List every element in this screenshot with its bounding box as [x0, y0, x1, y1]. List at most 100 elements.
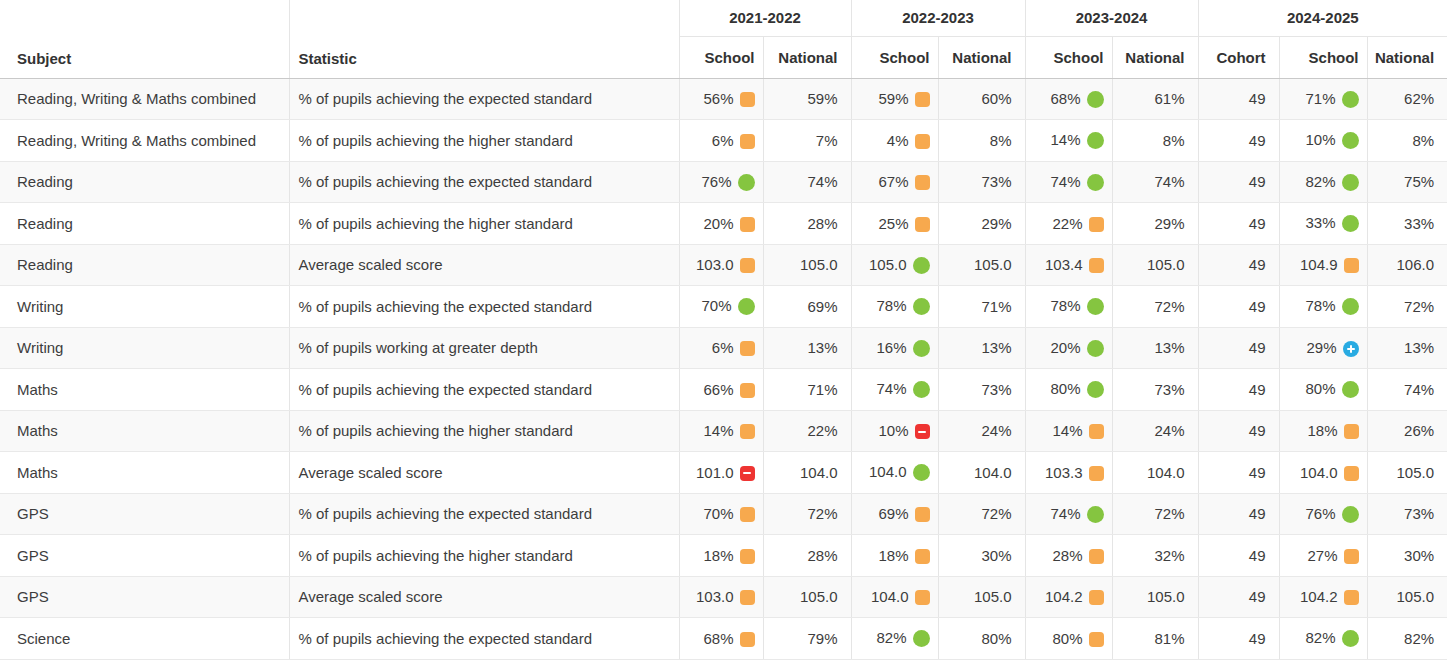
cell-value: 74% — [1155, 173, 1185, 190]
national-value-cell: 72% — [1367, 286, 1447, 328]
cohort-value-cell: 49 — [1198, 452, 1279, 494]
col-header-school-2023-2024: School — [1025, 36, 1112, 78]
cell-value: 73% — [982, 173, 1012, 190]
school-value-cell: 80% — [1025, 369, 1112, 411]
orange-square-icon — [1089, 424, 1104, 439]
national-value-cell: 24% — [938, 410, 1025, 452]
cell-value: 80% — [982, 630, 1012, 647]
col-header-cohort-2024-2025: Cohort — [1198, 36, 1279, 78]
cell-value: 32% — [1155, 547, 1185, 564]
orange-square-icon — [1344, 549, 1359, 564]
col-header-school-2024-2025: School — [1279, 36, 1367, 78]
national-value-cell: 33% — [1367, 203, 1447, 245]
cell-value: 49 — [1249, 298, 1266, 315]
school-value-cell: 104.0 — [851, 576, 938, 618]
school-value-cell: 78% — [851, 286, 938, 328]
school-value-cell: 80% — [1025, 618, 1112, 660]
cell-value: 49 — [1249, 464, 1266, 481]
green-circle-icon — [1342, 298, 1359, 315]
school-value-cell: 18% — [851, 535, 938, 577]
cell-value: 30% — [982, 547, 1012, 564]
national-value-cell: 60% — [938, 78, 1025, 120]
col-header-national-2021-2022: National — [763, 36, 851, 78]
subject-cell: Maths — [0, 452, 289, 494]
subject-cell: Reading — [0, 161, 289, 203]
school-value-cell: 59% — [851, 78, 938, 120]
subject-cell: GPS — [0, 535, 289, 577]
col-header-national-2022-2023: National — [938, 36, 1025, 78]
orange-square-icon — [740, 424, 755, 439]
table-row: Maths% of pupils achieving the higher st… — [0, 410, 1447, 452]
cell-value: 105.0 — [974, 256, 1012, 273]
cell-value: 49 — [1249, 381, 1266, 398]
subject-cell: Maths — [0, 410, 289, 452]
table-row: Writing% of pupils achieving the expecte… — [0, 286, 1447, 328]
cell-value: 81% — [1155, 630, 1185, 647]
orange-square-icon — [740, 92, 755, 107]
cell-value: 26% — [1404, 422, 1434, 439]
cell-value: 49 — [1249, 547, 1266, 564]
school-value-cell: 103.0 — [679, 244, 763, 286]
table-row: GPS% of pupils achieving the expected st… — [0, 493, 1447, 535]
national-value-cell: 13% — [938, 327, 1025, 369]
green-circle-icon — [913, 464, 930, 481]
statistic-cell: % of pupils working at greater depth — [289, 327, 679, 369]
school-value-cell: 56% — [679, 78, 763, 120]
national-value-cell: 28% — [763, 203, 851, 245]
green-circle-icon — [913, 298, 930, 315]
cell-value: 69% — [807, 298, 837, 315]
national-value-cell: 82% — [1367, 618, 1447, 660]
performance-table: Subject Statistic 2021-2022 2022-2023 20… — [0, 0, 1447, 660]
national-value-cell: 105.0 — [1112, 244, 1198, 286]
national-value-cell: 106.0 — [1367, 244, 1447, 286]
cell-value: 13% — [1404, 339, 1434, 356]
col-header-national-2024-2025: National — [1367, 36, 1447, 78]
cohort-value-cell: 49 — [1198, 203, 1279, 245]
school-value-cell: 82% — [1279, 618, 1367, 660]
cell-value: 69% — [878, 505, 908, 522]
cell-value: 29% — [982, 215, 1012, 232]
col-header-school-2022-2023: School — [851, 36, 938, 78]
orange-square-icon — [740, 258, 755, 273]
national-value-cell: 71% — [938, 286, 1025, 328]
table-row: MathsAverage scaled score101.0104.0104.0… — [0, 452, 1447, 494]
cell-value: 16% — [876, 339, 906, 356]
cell-value: 8% — [1163, 132, 1185, 149]
green-circle-icon — [913, 630, 930, 647]
cell-value: 72% — [1155, 298, 1185, 315]
school-value-cell: 18% — [679, 535, 763, 577]
cell-value: 73% — [1404, 505, 1434, 522]
national-value-cell: 105.0 — [763, 244, 851, 286]
national-value-cell: 62% — [1367, 78, 1447, 120]
cohort-value-cell: 49 — [1198, 244, 1279, 286]
national-value-cell: 105.0 — [1367, 576, 1447, 618]
cell-value: 71% — [1306, 90, 1336, 107]
school-value-cell: 68% — [679, 618, 763, 660]
statistic-cell: % of pupils achieving the expected stand… — [289, 369, 679, 411]
cell-value: 74% — [1051, 505, 1081, 522]
orange-square-icon — [740, 632, 755, 647]
national-value-cell: 69% — [763, 286, 851, 328]
school-value-cell: 76% — [1279, 493, 1367, 535]
cohort-value-cell: 49 — [1198, 286, 1279, 328]
national-value-cell: 71% — [763, 369, 851, 411]
national-value-cell: 8% — [938, 120, 1025, 162]
school-value-cell: 18% — [1279, 410, 1367, 452]
school-value-cell: 70% — [679, 286, 763, 328]
subject-cell: Reading — [0, 244, 289, 286]
national-value-cell: 105.0 — [1112, 576, 1198, 618]
subject-cell: GPS — [0, 576, 289, 618]
year-header-2023-2024: 2023-2024 — [1025, 0, 1198, 36]
green-circle-icon — [1342, 132, 1359, 149]
green-circle-icon — [1342, 174, 1359, 191]
cell-value: 78% — [876, 297, 906, 314]
statistic-cell: % of pupils achieving the higher standar… — [289, 410, 679, 452]
cell-value: 104.0 — [869, 463, 907, 480]
cell-value: 104.2 — [1045, 588, 1083, 605]
cell-value: 78% — [1306, 297, 1336, 314]
cell-value: 20% — [1051, 339, 1081, 356]
green-circle-icon — [1087, 298, 1104, 315]
cell-value: 82% — [1306, 173, 1336, 190]
national-value-cell: 73% — [1112, 369, 1198, 411]
cell-value: 105.0 — [1397, 588, 1435, 605]
